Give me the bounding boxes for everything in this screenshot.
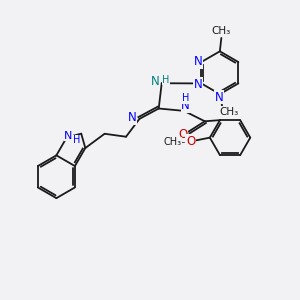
Text: N: N bbox=[215, 91, 224, 103]
Text: O: O bbox=[178, 128, 188, 141]
Text: N: N bbox=[181, 99, 190, 112]
Text: O: O bbox=[186, 135, 195, 148]
Text: H: H bbox=[182, 93, 189, 103]
Text: N: N bbox=[151, 75, 160, 88]
Text: H: H bbox=[73, 135, 80, 145]
Text: CH₃: CH₃ bbox=[163, 137, 182, 147]
Text: CH₃: CH₃ bbox=[219, 107, 239, 117]
Text: N: N bbox=[194, 77, 203, 91]
Text: N: N bbox=[194, 55, 203, 68]
Text: N: N bbox=[64, 131, 73, 141]
Text: N: N bbox=[194, 55, 203, 68]
Text: N: N bbox=[128, 111, 136, 124]
Text: CH₃: CH₃ bbox=[212, 26, 231, 36]
Text: H: H bbox=[163, 75, 170, 85]
